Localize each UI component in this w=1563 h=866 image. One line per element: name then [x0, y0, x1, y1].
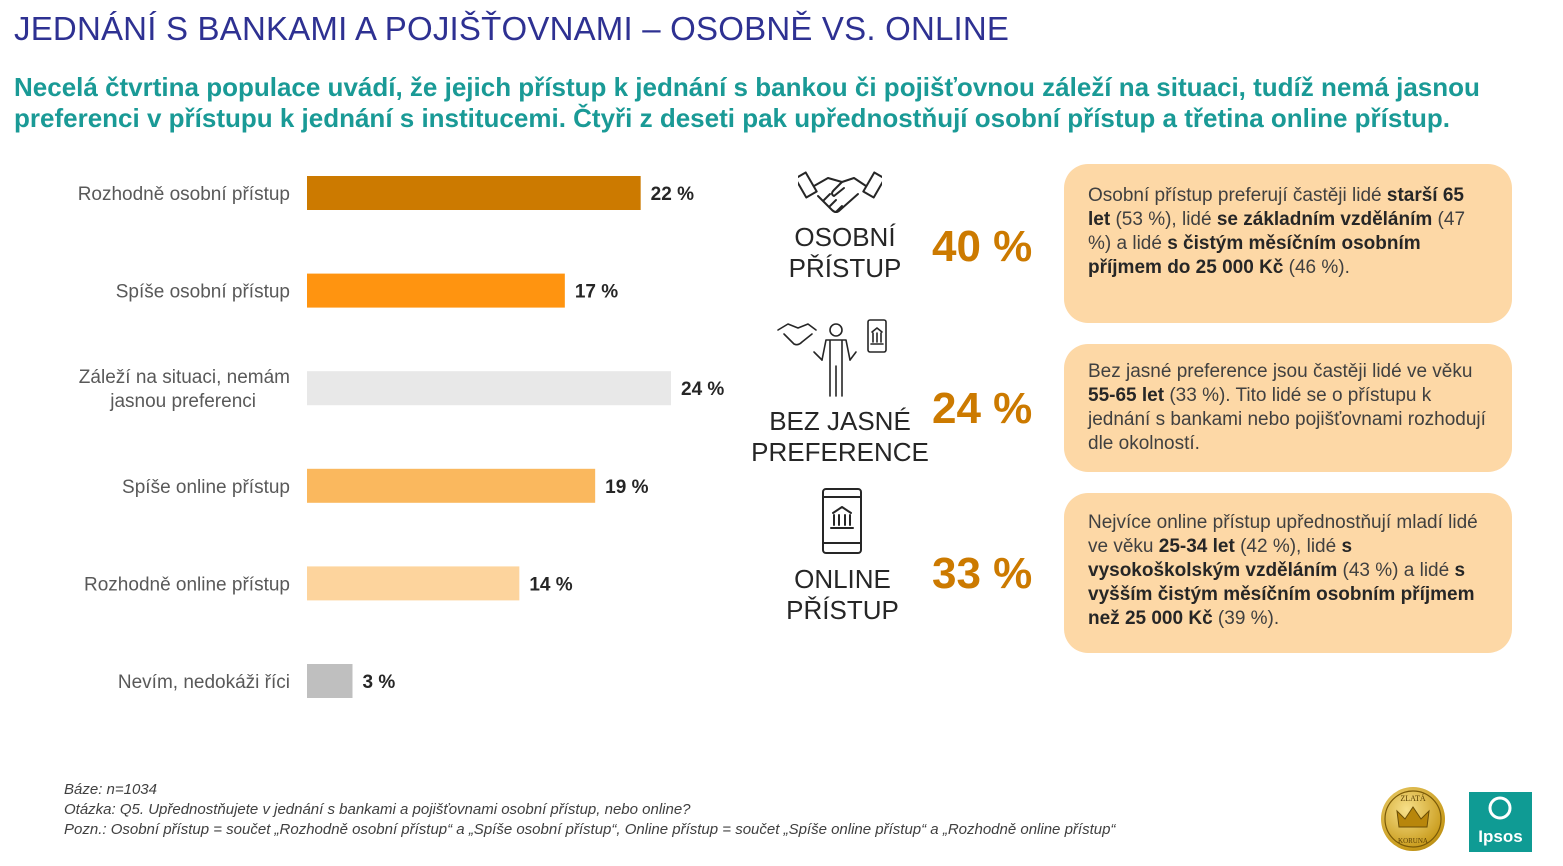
segment-nopref-line1: BEZ JASNÉ	[769, 406, 911, 436]
smartphone-bank-icon	[822, 488, 862, 554]
bar-value-label: 17 %	[575, 282, 618, 303]
crown-text-top: ZLATÁ	[1400, 793, 1426, 803]
info-box-text-run: (39 %).	[1212, 608, 1280, 629]
category-label: Rozhodně osobní přístup	[78, 184, 290, 205]
segment-nopref-percent: 24 %	[932, 384, 1033, 433]
person-choice-icon	[777, 319, 887, 397]
segment-online-line1: ONLINE	[794, 564, 891, 594]
info-box-online: Nejvíce online přístup upřednostňují mla…	[1064, 493, 1512, 653]
segment-online-line2: PŘÍSTUP	[786, 595, 899, 625]
zlata-koruna-logo: ZLATÁ KORUNA	[1381, 787, 1445, 851]
segment-personal-percent: 40 %	[932, 222, 1033, 271]
category-label: Spíše osobní přístup	[116, 282, 290, 303]
ipsos-logo-text: Ipsos	[1478, 827, 1523, 846]
bar-value-label: 19 %	[605, 477, 648, 498]
page-subtitle: Necelá čtvrtina populace uvádí, že jejic…	[14, 72, 1480, 133]
segment-online-percent: 33 %	[932, 549, 1033, 598]
info-box-text-run: (42 %), lidé	[1234, 536, 1342, 557]
bar	[307, 468, 596, 503]
info-box-text-run: (46 %).	[1283, 257, 1350, 278]
info-box-text-run: Osobní přístup preferují častěji lidé	[1088, 185, 1387, 206]
segment-online-name: ONLINE PŘÍSTUP	[770, 564, 915, 626]
info-box-text-run: (53 %), lidé	[1110, 209, 1217, 230]
info-box-text-run: Nejvíce online přístup upřednostňují mla…	[1088, 512, 1478, 557]
info-box-personal: Osobní přístup preferují častěji lidé st…	[1064, 164, 1512, 323]
segment-personal-name: OSOBNÍ PŘÍSTUP	[770, 222, 920, 284]
info-box-text-run: (33 %). Tito lidé se o přístupu k jednán…	[1088, 385, 1486, 454]
category-label: Záleží na situaci, nemám jasnou preferenc…	[79, 367, 290, 412]
info-box-text-run: s vyšším čistým měsíčním osobním příjmem…	[1088, 560, 1475, 629]
info-box-text-run: 25-34 let	[1158, 536, 1235, 557]
bar-chart: 22 % Rozhodně osobní přístup 17 % Spíše oso…	[78, 176, 724, 698]
bar-value-label: 22 %	[651, 184, 694, 205]
info-box-text-run: se základním vzděláním	[1216, 209, 1433, 230]
category-label: Spíše online přístup	[122, 477, 290, 498]
info-box-text-run: (43 %) a lidé	[1337, 560, 1455, 581]
info-box-nopref: Bez jasné preference jsou častěji lidé v…	[1064, 344, 1512, 472]
category-label: Nevím, nedokáži říci	[118, 672, 290, 693]
info-box-text-run: Bez jasné preference jsou častěji lidé v…	[1088, 361, 1473, 382]
info-box-text-run: 55-65 let	[1088, 385, 1165, 406]
info-box-text-run: s vysokoškolským vzděláním	[1088, 536, 1353, 581]
bar	[307, 176, 641, 210]
footnote-note: Pozn.: Osobní přístup = součet „Rozhodně…	[64, 821, 1116, 838]
segment-personal-line1: OSOBNÍ	[794, 222, 896, 252]
bar	[307, 664, 353, 698]
crown-text-bottom: KORUNA	[1398, 837, 1428, 845]
info-box-text-run: s čistým měsíčním osobním příjmem do 25 …	[1088, 233, 1421, 278]
bar-value-label: 24 %	[681, 379, 724, 400]
segment-nopref-name: BEZ JASNÉ PREFERENCE	[740, 406, 940, 468]
bar	[307, 371, 671, 406]
info-box-text-run: (47 %) a lidé	[1088, 209, 1466, 254]
page-title: JEDNÁNÍ S BANKAMI A POJIŠŤOVNAMI – OSOBN…	[14, 10, 1010, 47]
info-box-text-run: starší 65 let	[1088, 185, 1464, 230]
segment-personal-line2: PŘÍSTUP	[788, 253, 902, 283]
ipsos-logo: Ipsos	[1469, 792, 1532, 852]
bar	[307, 273, 565, 308]
segment-nopref-line2: PREFERENCE	[751, 437, 929, 467]
bar	[307, 566, 520, 601]
footnotes: Báze: n=1034 Otázka: Q5. Upřednostňujete…	[64, 780, 1115, 840]
bar-value-label: 14 %	[529, 574, 572, 595]
category-label: Rozhodně online přístup	[84, 574, 290, 595]
handshake-icon	[798, 171, 882, 213]
bar-value-label: 3 %	[363, 672, 396, 693]
footnote-question: Otázka: Q5. Upřednostňujete v jednání s …	[64, 801, 691, 818]
footnote-base: Báze: n=1034	[64, 781, 157, 798]
